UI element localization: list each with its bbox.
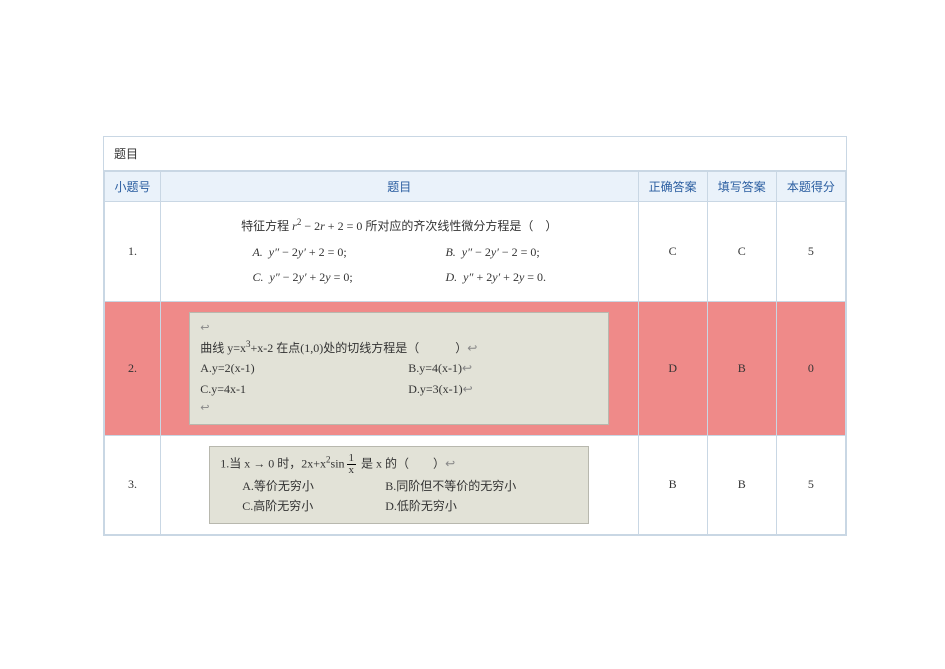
question-box: 1.当 x → 0 时，2x+x2sin1x 是 x 的（ ）↩ A.等价无穷小… xyxy=(209,446,589,524)
cell-filled: C xyxy=(707,202,776,302)
question-table-container: 题目 小题号 题目 正确答案 填写答案 本题得分 1. 特征方程 r2 − 2r xyxy=(103,136,847,536)
cell-correct: D xyxy=(638,302,707,436)
cell-num: 1. xyxy=(105,202,161,302)
col-header-question: 题目 xyxy=(160,172,638,202)
cell-correct: C xyxy=(638,202,707,302)
cell-num: 3. xyxy=(105,435,161,534)
cell-score: 5 xyxy=(776,202,845,302)
question-stem: 特征方程 r2 − 2r + 2 = 0 所对应的齐次线性微分方程是（ ） xyxy=(241,219,557,233)
cell-score: 5 xyxy=(776,435,845,534)
col-header-score: 本题得分 xyxy=(776,172,845,202)
cell-question: ↩ 曲线 y=x3+x-2 在点(1,0)处的切线方程是（ ）↩ A.y=2(x… xyxy=(160,302,638,436)
cell-filled: B xyxy=(707,435,776,534)
cell-correct: B xyxy=(638,435,707,534)
table-row: 3. 1.当 x → 0 时，2x+x2sin1x 是 x 的（ ）↩ A.等价… xyxy=(105,435,846,534)
col-header-num: 小题号 xyxy=(105,172,161,202)
col-header-correct: 正确答案 xyxy=(638,172,707,202)
question-content: 特征方程 r2 − 2r + 2 = 0 所对应的齐次线性微分方程是（ ） A.… xyxy=(167,212,632,291)
question-table: 小题号 题目 正确答案 填写答案 本题得分 1. 特征方程 r2 − 2r + … xyxy=(104,171,846,535)
col-header-filled: 填写答案 xyxy=(707,172,776,202)
cell-score: 0 xyxy=(776,302,845,436)
cell-num: 2. xyxy=(105,302,161,436)
question-box: ↩ 曲线 y=x3+x-2 在点(1,0)处的切线方程是（ ）↩ A.y=2(x… xyxy=(189,312,609,425)
cell-question: 特征方程 r2 − 2r + 2 = 0 所对应的齐次线性微分方程是（ ） A.… xyxy=(160,202,638,302)
table-title: 题目 xyxy=(104,137,846,171)
table-header-row: 小题号 题目 正确答案 填写答案 本题得分 xyxy=(105,172,846,202)
cell-question: 1.当 x → 0 时，2x+x2sin1x 是 x 的（ ）↩ A.等价无穷小… xyxy=(160,435,638,534)
table-row: 2. ↩ 曲线 y=x3+x-2 在点(1,0)处的切线方程是（ ）↩ A.y=… xyxy=(105,302,846,436)
table-row: 1. 特征方程 r2 − 2r + 2 = 0 所对应的齐次线性微分方程是（ ）… xyxy=(105,202,846,302)
cell-filled: B xyxy=(707,302,776,436)
